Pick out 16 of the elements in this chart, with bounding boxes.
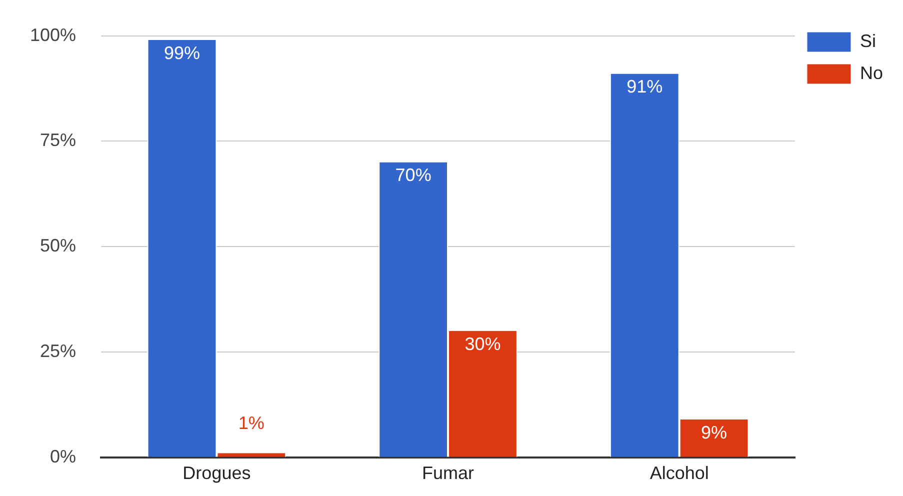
data-label: 99% <box>164 42 200 63</box>
data-label: 9% <box>701 422 728 442</box>
legend-label: Si <box>860 30 876 51</box>
y-tick-label: 25% <box>40 340 76 361</box>
y-tick-label: 50% <box>40 236 76 256</box>
data-label: 30% <box>464 334 501 354</box>
y-tick-label: 75% <box>40 130 76 150</box>
data-label: 91% <box>626 76 663 97</box>
y-tick-label: 0% <box>50 446 76 466</box>
data-label: 1% <box>238 413 264 434</box>
y-tick-label: 100% <box>30 24 76 45</box>
legend-label: No <box>860 62 884 83</box>
x-tick-label: Drogues <box>182 463 251 484</box>
data-label: 70% <box>395 165 432 186</box>
x-tick-label: Alcohol <box>650 463 709 484</box>
x-tick-label: Fumar <box>422 463 474 484</box>
